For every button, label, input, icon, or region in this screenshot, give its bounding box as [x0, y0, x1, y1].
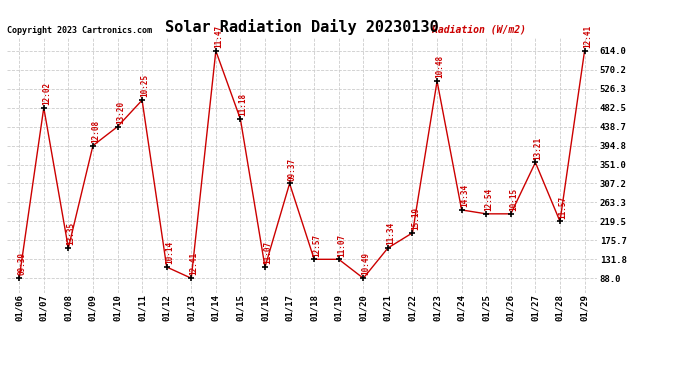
Text: 11:07: 11:07	[337, 233, 346, 256]
Text: 12:41: 12:41	[190, 252, 199, 276]
Text: Copyright 2023 Cartronics.com: Copyright 2023 Cartronics.com	[7, 26, 152, 35]
Text: 10:14: 10:14	[165, 241, 174, 264]
Text: 12:54: 12:54	[484, 188, 493, 211]
Text: 11:07: 11:07	[264, 241, 273, 264]
Text: 13:20: 13:20	[116, 101, 125, 124]
Text: 09:39: 09:39	[17, 252, 26, 276]
Text: 11:18: 11:18	[239, 93, 248, 116]
Text: 10:15: 10:15	[509, 188, 518, 211]
Text: 12:41: 12:41	[583, 25, 592, 48]
Title: Solar Radiation Daily 20230130: Solar Radiation Daily 20230130	[165, 19, 439, 35]
Text: 10:48: 10:48	[435, 55, 444, 78]
Text: 12:02: 12:02	[42, 82, 51, 105]
Text: 12:57: 12:57	[313, 233, 322, 256]
Text: 13:21: 13:21	[533, 136, 542, 160]
Text: 14:34: 14:34	[460, 184, 469, 207]
Text: 10:25: 10:25	[140, 74, 149, 98]
Text: Radiation (W/m2): Radiation (W/m2)	[432, 25, 526, 35]
Text: 11:57: 11:57	[558, 195, 567, 219]
Text: 11:34: 11:34	[386, 222, 395, 245]
Text: 11:47: 11:47	[214, 25, 223, 48]
Text: 15:19: 15:19	[411, 207, 420, 230]
Text: 13:35: 13:35	[67, 222, 76, 245]
Text: 09:37: 09:37	[288, 158, 297, 181]
Text: 12:08: 12:08	[91, 120, 100, 143]
Text: 10:49: 10:49	[362, 252, 371, 276]
